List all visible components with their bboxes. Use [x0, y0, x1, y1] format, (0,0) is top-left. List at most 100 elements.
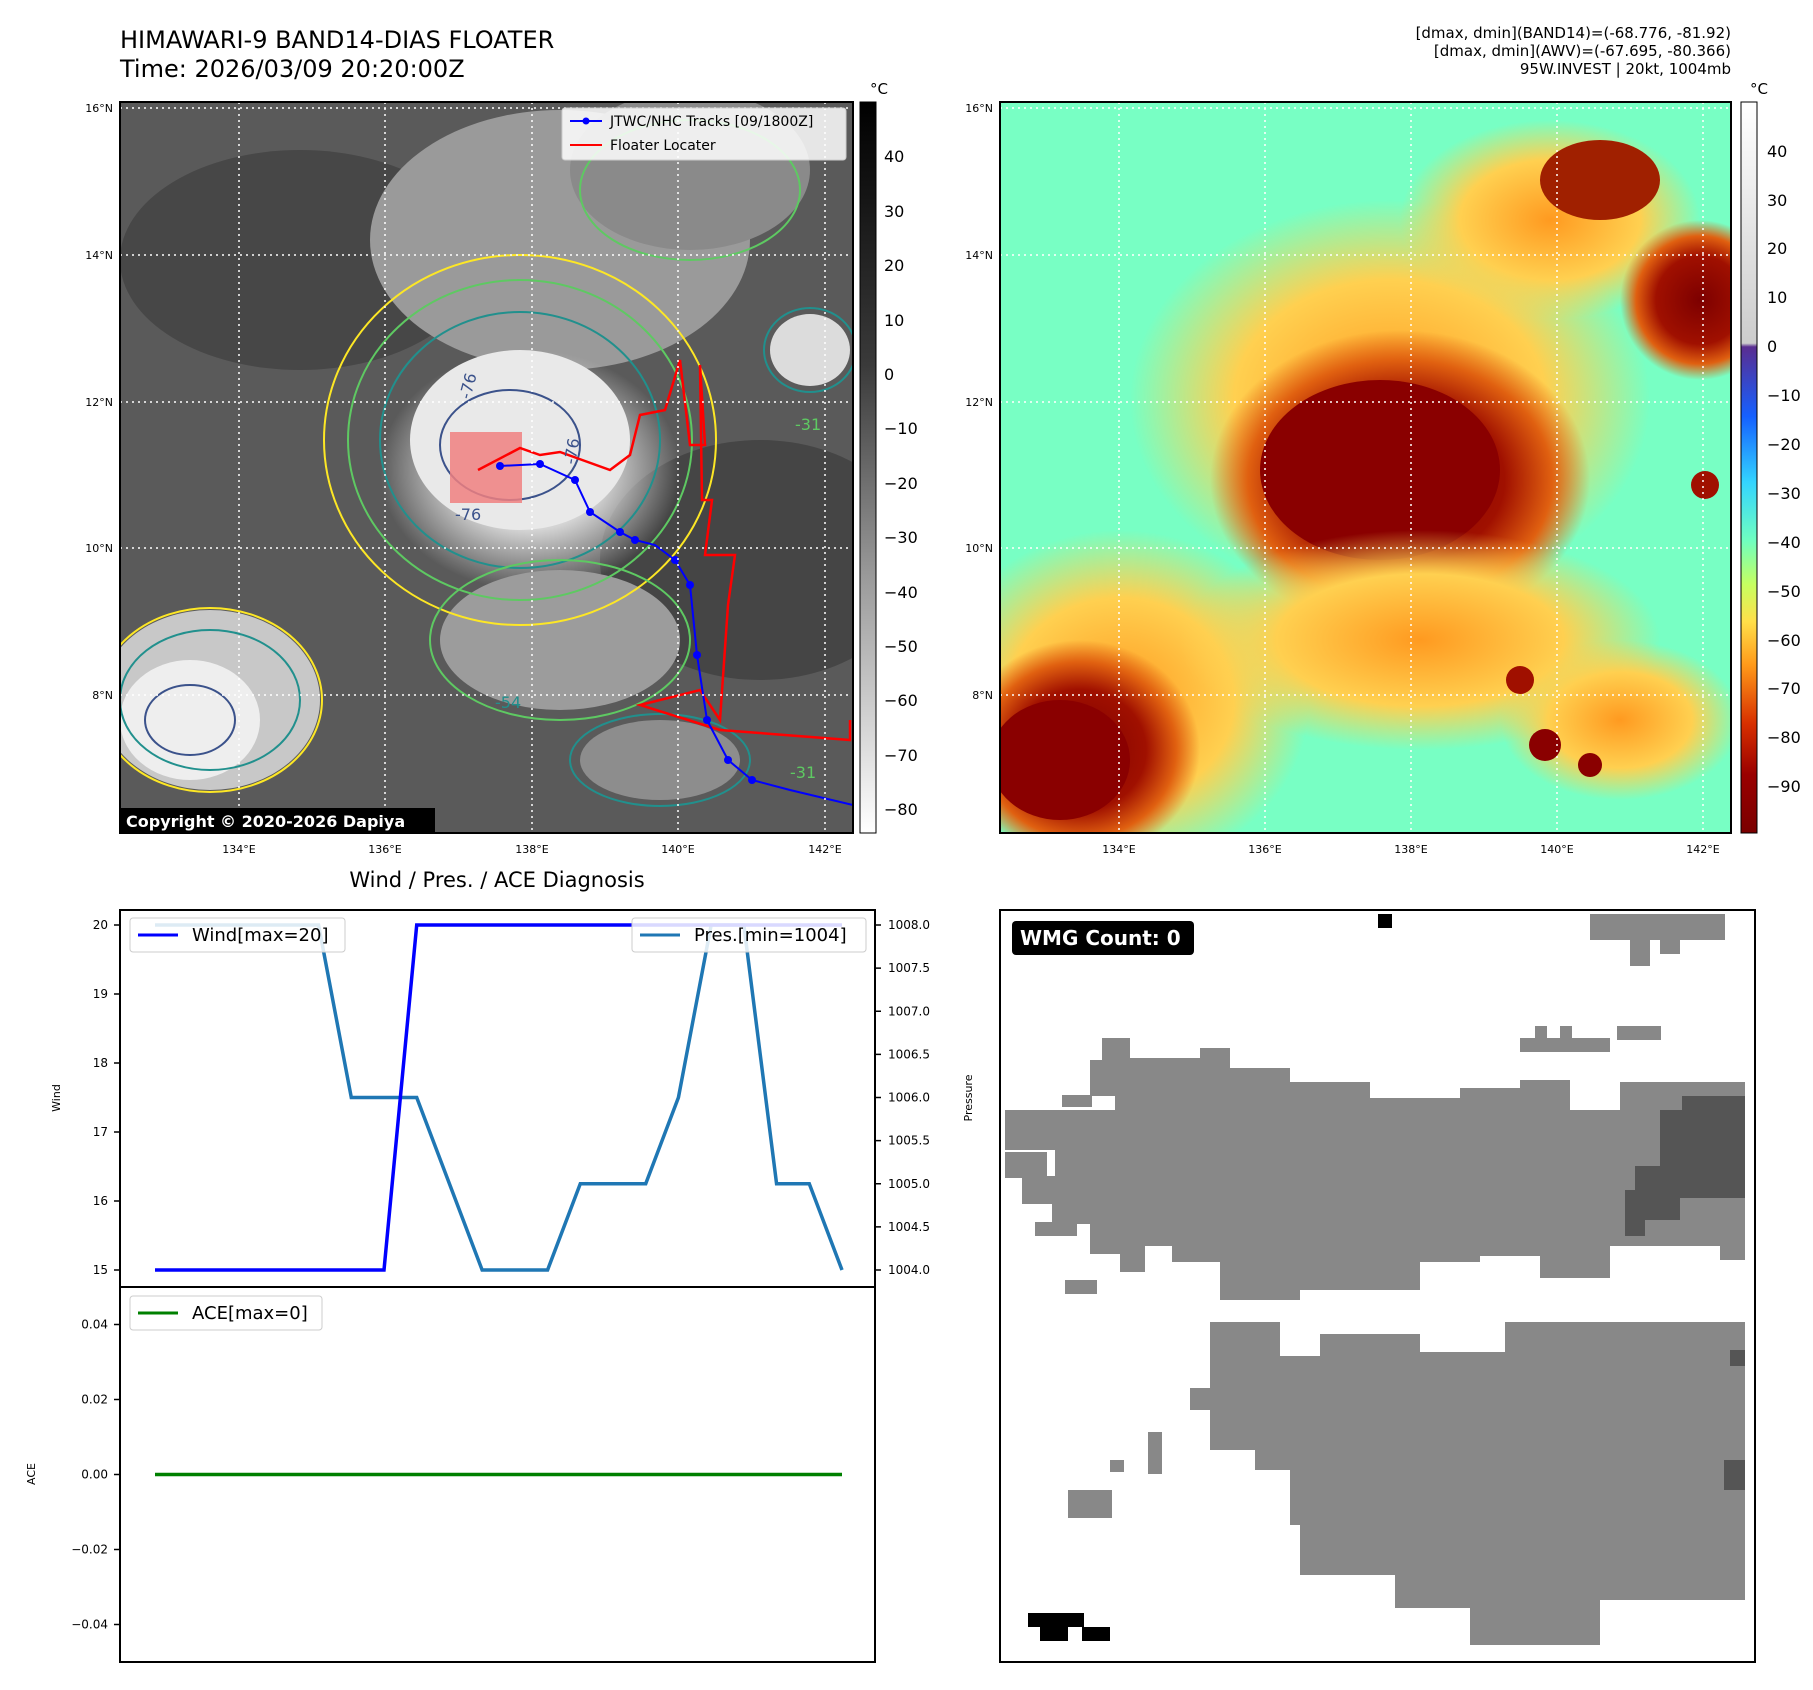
- lon-label: 140°E: [1540, 843, 1573, 856]
- lon-label: 138°E: [515, 843, 548, 856]
- pressure-tick-label: 1005.0: [888, 1177, 930, 1191]
- wind-tick-label: 16: [93, 1194, 108, 1208]
- lat-label: 8°N: [972, 689, 993, 702]
- storm-info: 95W.INVEST | 20kt, 1004mb: [1519, 60, 1731, 78]
- wind-series-line: [155, 923, 842, 1272]
- ir-satellite-panel: -76 -76 -76 -54 -31 -31 JTWC/NHC Tracks …: [85, 80, 918, 856]
- wind-axis-label: Wind: [50, 1084, 63, 1112]
- ace-axis-ticks: 0.04 0.02 0.00 −0.02 −0.04: [71, 1318, 120, 1632]
- wind-tick-label: 17: [93, 1125, 108, 1139]
- colorbar-tick: −30: [884, 528, 918, 547]
- contour-label: -76: [455, 505, 481, 524]
- awv-colorbar: [1740, 101, 1758, 834]
- pressure-tick-label: 1008.0: [888, 918, 930, 932]
- lat-label: 10°N: [965, 542, 993, 555]
- wind-legend-label: Wind[max=20]: [192, 925, 329, 946]
- ace-tick-label: 0.02: [81, 1393, 108, 1407]
- wind-pressure-lines: [155, 923, 844, 1272]
- pressure-tick-label: 1004.5: [888, 1220, 930, 1234]
- colorbar-tick: −90: [1767, 777, 1801, 796]
- copyright-text: Copyright © 2020-2026 Dapiya: [126, 812, 405, 831]
- ace-axis-label: ACE: [25, 1463, 38, 1485]
- pressure-tick-label: 1005.5: [888, 1134, 930, 1148]
- ir-colorbar: [859, 101, 877, 834]
- lat-label: 16°N: [85, 102, 113, 115]
- legend-floater-label: Floater Locater: [610, 138, 716, 154]
- wmg-count-label: WMG Count: 0: [1020, 926, 1181, 950]
- colorbar-tick: 0: [884, 365, 894, 384]
- contour-label: -31: [795, 415, 821, 434]
- colorbar-tick: −80: [1767, 728, 1801, 747]
- contour-label: -76: [560, 437, 583, 466]
- ir-frame: [119, 101, 854, 834]
- lat-label: 12°N: [85, 396, 113, 409]
- lon-label: 136°E: [368, 843, 401, 856]
- lon-label: 134°E: [1102, 843, 1135, 856]
- figure-title: HIMAWARI-9 BAND14-DIAS FLOATER Time: 202…: [120, 26, 554, 84]
- wind-tick-label: 20: [93, 918, 108, 932]
- pressure-axis-label: Pressure: [962, 1074, 975, 1121]
- ace-tick-label: 0.04: [81, 1318, 108, 1332]
- pressure-series-line: [155, 923, 844, 1272]
- lat-label: 12°N: [965, 396, 993, 409]
- awv-gridlines: [1000, 102, 1731, 833]
- colorbar-tick: −60: [884, 691, 918, 710]
- lat-label: 16°N: [965, 102, 993, 115]
- lon-label: 134°E: [222, 843, 255, 856]
- colorbar-tick: −10: [1767, 386, 1801, 405]
- colorbar-tick: −50: [1767, 582, 1801, 601]
- lat-label: 14°N: [85, 249, 113, 262]
- colorbar-tick: −10: [884, 419, 918, 438]
- awv-colorbar-ticks: 40 30 20 10 0 −10 −20 −30 −40 −50 −60 −7…: [1767, 142, 1801, 796]
- wmg-count-badge: [1012, 921, 1194, 955]
- ir-gridlines: [120, 102, 853, 833]
- ace-legend-label: ACE[max=0]: [192, 1303, 308, 1324]
- ir-colorbar-unit: °C: [870, 80, 888, 98]
- colorbar-tick: −20: [1767, 435, 1801, 454]
- wmg-mask-dark: [1625, 1096, 1745, 1490]
- contour-label: -54: [495, 693, 521, 712]
- lon-label: 140°E: [661, 843, 694, 856]
- stats-band14: [dmax, dmin](BAND14)=(-68.776, -81.92): [1415, 24, 1731, 42]
- colorbar-tick: 20: [1767, 239, 1787, 258]
- colorbar-tick: −50: [884, 637, 918, 656]
- floater-box: [450, 432, 522, 503]
- awv-frame: [999, 101, 1732, 834]
- colorbar-tick: −60: [1767, 631, 1801, 650]
- lat-label: 14°N: [965, 249, 993, 262]
- colorbar-tick: 30: [1767, 191, 1787, 210]
- colorbar-tick: −70: [1767, 679, 1801, 698]
- colorbar-tick: −70: [884, 746, 918, 765]
- wmg-mask-gray: [1005, 914, 1745, 1645]
- wind-tick-label: 18: [93, 1056, 108, 1070]
- pressure-tick-label: 1006.5: [888, 1047, 930, 1061]
- lat-label: 10°N: [85, 542, 113, 555]
- colorbar-tick: 0: [1767, 337, 1777, 356]
- lon-label: 136°E: [1248, 843, 1281, 856]
- ir-colorbar-ticks: 40 30 20 10 0 −10 −20 −30 −40 −50 −60 −7…: [884, 147, 918, 819]
- colorbar-tick: −40: [884, 583, 918, 602]
- awv-lat-labels: 16°N 14°N 12°N 10°N 8°N: [965, 102, 993, 702]
- colorbar-tick: −30: [1767, 484, 1801, 503]
- wind-tick-label: 19: [93, 987, 108, 1001]
- wind-axis-ticks: 20 19 18 17 16 15: [93, 918, 120, 1277]
- awv-imagery: [1000, 102, 1731, 833]
- pressure-tick-label: 1007.5: [888, 961, 930, 975]
- pressure-axis-ticks: 1008.0 1007.5 1007.0 1006.5 1006.0 1005.5 1005…: [875, 918, 930, 1277]
- legend-tracks-label: JTWC/NHC Tracks [09/1800Z]: [609, 114, 813, 130]
- lon-label: 142°E: [1686, 843, 1719, 856]
- track-points: [496, 460, 756, 784]
- colorbar-tick: −40: [1767, 533, 1801, 552]
- lon-label: 142°E: [808, 843, 841, 856]
- colorbar-tick: −20: [884, 474, 918, 493]
- colorbar-tick: 10: [1767, 288, 1787, 307]
- wind-pressure-axes: [119, 909, 876, 1288]
- awv-colorbar-unit: °C: [1750, 80, 1768, 98]
- wmg-mask-black: [1028, 914, 1392, 1641]
- colorbar-tick: 40: [884, 147, 904, 166]
- wmg-panel: WMG Count: 0: [999, 909, 1756, 1663]
- ir-lat-labels: 16°N 14°N 12°N 10°N 8°N: [85, 102, 113, 702]
- pressure-tick-label: 1004.0: [888, 1263, 930, 1277]
- contour-label: -31: [790, 763, 816, 782]
